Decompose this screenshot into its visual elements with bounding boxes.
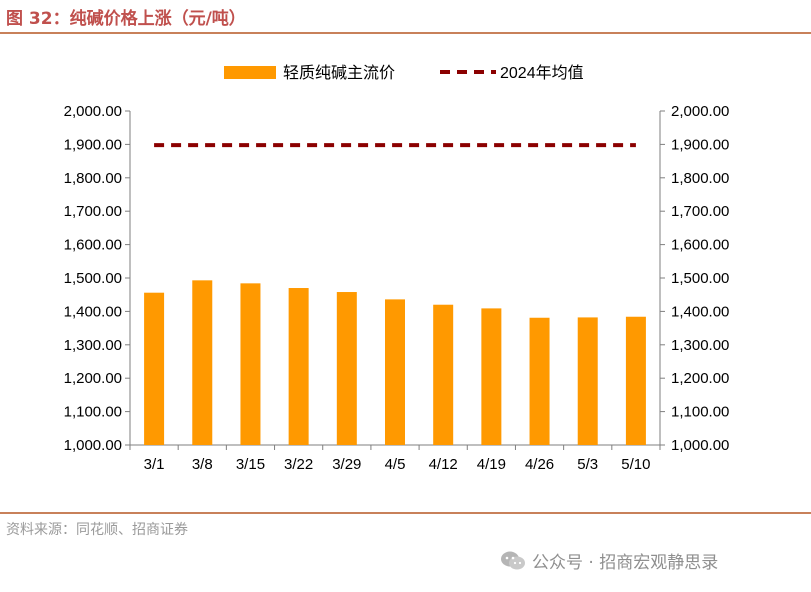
watermark: 公众号 · 招商宏观静思录 bbox=[500, 548, 718, 573]
chart: 轻质纯碱主流价 2024年均值 1,000.00 1,100.00 1,200.00… bbox=[64, 64, 730, 473]
y-tick-label-right: 2,000.00 bbox=[671, 103, 729, 120]
y-tick-label-left: 1,000.00 bbox=[64, 437, 122, 454]
bar bbox=[625, 316, 646, 445]
wechat-icon bbox=[501, 551, 525, 569]
y-tick-label-right: 1,200.00 bbox=[671, 370, 729, 387]
bar bbox=[192, 280, 213, 445]
y-tick-label-right: 1,700.00 bbox=[671, 203, 729, 220]
y-tick-label-left: 1,900.00 bbox=[64, 136, 122, 153]
bar bbox=[481, 308, 502, 445]
source-rule bbox=[0, 512, 811, 514]
x-tick-label: 3/29 bbox=[332, 456, 361, 473]
y-tick-label-left: 1,400.00 bbox=[64, 303, 122, 320]
y-tick-label-left: 1,800.00 bbox=[64, 170, 122, 187]
y-tick-label-right: 1,000.00 bbox=[671, 437, 729, 454]
y-tick-label-right: 1,400.00 bbox=[671, 303, 729, 320]
x-tick-label: 3/8 bbox=[192, 456, 213, 473]
x-tick-label: 3/22 bbox=[284, 456, 313, 473]
bar bbox=[385, 299, 405, 445]
y-tick-label-right: 1,100.00 bbox=[671, 404, 729, 421]
y-tick-label-left: 1,100.00 bbox=[64, 404, 122, 421]
y-tick-label-right: 1,900.00 bbox=[671, 136, 729, 153]
x-tick-label: 5/10 bbox=[621, 456, 650, 473]
bar bbox=[144, 292, 165, 445]
figure-title: 图 32：纯碱价格上涨（元/吨） bbox=[6, 9, 246, 29]
title-rule bbox=[0, 32, 811, 34]
source-note: 资料来源：同花顺、招商证券 bbox=[6, 522, 188, 538]
y-tick-label-right: 1,500.00 bbox=[671, 270, 729, 287]
y-tick-label-right: 1,300.00 bbox=[671, 337, 729, 354]
bar bbox=[240, 283, 261, 445]
bar bbox=[288, 288, 309, 445]
legend-bar-swatch bbox=[224, 66, 276, 79]
legend-bar-label: 轻质纯碱主流价 bbox=[283, 64, 395, 82]
bar bbox=[433, 304, 454, 445]
x-tick-label: 5/3 bbox=[577, 456, 598, 473]
x-tick-label: 3/15 bbox=[236, 456, 265, 473]
x-tick-label: 4/5 bbox=[385, 456, 406, 473]
watermark-text: 公众号 · 招商宏观静思录 bbox=[532, 553, 719, 573]
y-tick-label-right: 1,800.00 bbox=[671, 170, 729, 187]
y-tick-label-left: 1,200.00 bbox=[64, 370, 122, 387]
x-tick-label: 4/19 bbox=[477, 456, 506, 473]
y-tick-label-left: 1,600.00 bbox=[64, 237, 122, 254]
legend-line-label: 2024年均值 bbox=[500, 64, 584, 82]
y-tick-label-left: 2,000.00 bbox=[64, 103, 122, 120]
legend: 轻质纯碱主流价 2024年均值 bbox=[224, 64, 584, 82]
bars bbox=[144, 280, 646, 445]
axes: 1,000.00 1,100.00 1,200.00 1,300.00 1,400.00… bbox=[64, 103, 730, 473]
bar bbox=[529, 317, 550, 445]
bar bbox=[336, 292, 357, 445]
x-tick-label: 3/1 bbox=[144, 456, 165, 473]
x-tick-label: 4/26 bbox=[525, 456, 554, 473]
y-tick-label-left: 1,700.00 bbox=[64, 203, 122, 220]
x-tick-label: 4/12 bbox=[429, 456, 458, 473]
y-tick-label-left: 1,300.00 bbox=[64, 337, 122, 354]
bar bbox=[577, 317, 598, 445]
y-tick-label-right: 1,600.00 bbox=[671, 237, 729, 254]
y-tick-label-left: 1,500.00 bbox=[64, 270, 122, 287]
